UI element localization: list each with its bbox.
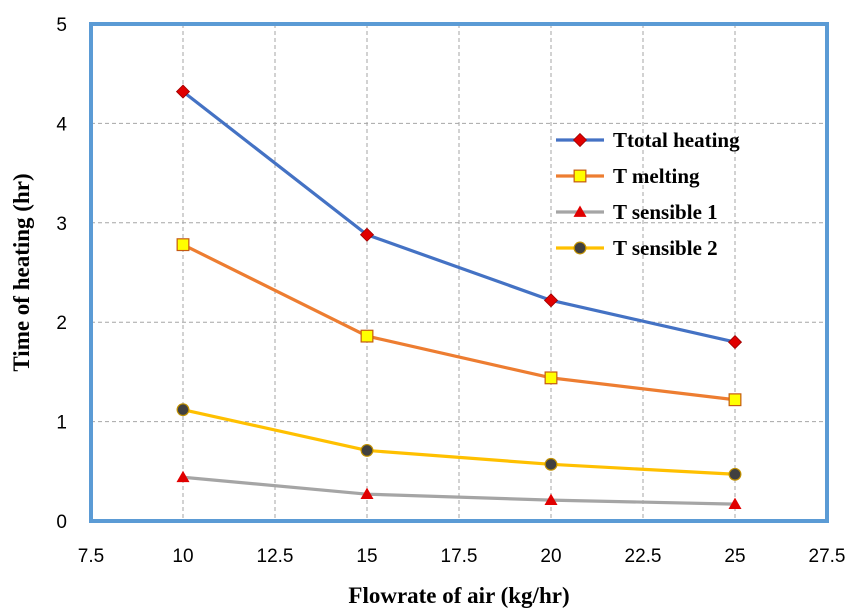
- legend-item: T sensible 1: [556, 200, 718, 224]
- data-point: [544, 457, 558, 471]
- legend-label: T melting: [613, 164, 700, 188]
- data-point: [360, 487, 374, 500]
- series-3: [176, 470, 742, 509]
- series-line: [182, 408, 736, 476]
- grid: [91, 24, 827, 521]
- x-tick-label: 7.5: [78, 546, 104, 567]
- data-point: [359, 227, 375, 242]
- data-point: [727, 335, 743, 350]
- legend-item: T melting: [556, 164, 700, 188]
- data-point: [544, 493, 558, 506]
- legend-label: T sensible 1: [613, 200, 718, 224]
- legend-label: T sensible 2: [613, 236, 718, 260]
- x-tick-label: 17.5: [441, 546, 478, 567]
- data-point: [728, 467, 742, 481]
- legend-label: Ttotal heating: [613, 128, 740, 152]
- series-line: [182, 475, 736, 506]
- x-axis-title: Flowrate of air (kg/hr): [348, 583, 569, 608]
- data-point: [544, 371, 558, 385]
- y-tick-label: 3: [56, 214, 67, 235]
- data-point: [176, 238, 190, 252]
- y-axis-title: Time of heating (hr): [9, 173, 34, 371]
- series-line: [182, 90, 736, 344]
- data-point: [728, 393, 742, 407]
- y-tick-label: 5: [56, 15, 67, 36]
- x-tick-label: 20: [540, 546, 561, 567]
- x-tick-label: 25: [724, 546, 745, 567]
- legend: Ttotal heating T melting T sensible 1 T sen…: [556, 128, 740, 260]
- series-1: [175, 84, 743, 350]
- data-point: [176, 403, 190, 417]
- series-line: [182, 243, 736, 402]
- data-point: [360, 443, 374, 457]
- legend-marker: [573, 169, 587, 183]
- legend-marker: [573, 241, 587, 255]
- data-point: [728, 497, 742, 509]
- x-tick-label: 22.5: [625, 546, 662, 567]
- y-tick-label: 2: [56, 313, 67, 334]
- y-tick-label: 0: [56, 512, 67, 533]
- data-point: [176, 470, 190, 483]
- y-tick-label: 4: [56, 114, 67, 135]
- series-4: [176, 403, 742, 481]
- series-layer: [175, 84, 743, 509]
- legend-item: T sensible 2: [556, 236, 718, 260]
- tick-labels: 7.5 10 12.5 15 17.5 20 22.5 25 27.5 0 1 2 3 4 5: [56, 15, 845, 567]
- x-tick-label: 15: [356, 546, 377, 567]
- x-tick-label: 10: [172, 546, 193, 567]
- y-tick-label: 1: [56, 413, 67, 434]
- x-tick-label: 12.5: [257, 546, 294, 567]
- plot-area-border: [89, 22, 829, 523]
- x-tick-label: 27.5: [809, 546, 846, 567]
- series-2: [176, 238, 742, 407]
- legend-marker: [572, 132, 588, 148]
- data-point: [175, 84, 191, 99]
- legend-item: Ttotal heating: [556, 128, 740, 152]
- legend-marker: [573, 205, 587, 217]
- data-point: [360, 329, 374, 343]
- data-point: [543, 293, 559, 308]
